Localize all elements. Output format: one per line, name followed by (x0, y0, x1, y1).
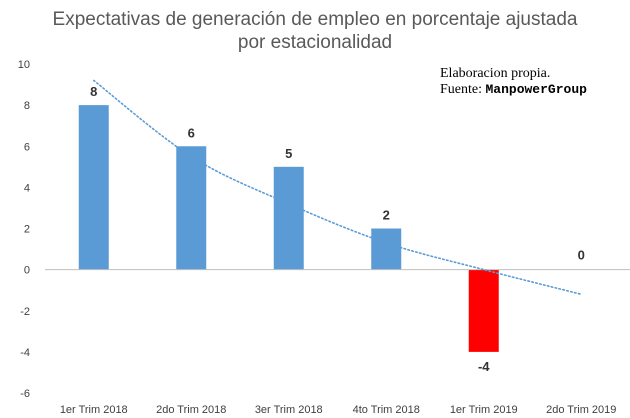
x-tick-label: 2do Trim 2018 (156, 404, 226, 416)
source-brand: ManpowerGroup (485, 82, 587, 97)
y-tick-label: -6 (20, 388, 30, 400)
chart-title-line-1: Expectativas de generación de empleo en … (52, 9, 578, 30)
y-tick-label: 6 (24, 141, 30, 153)
source-note: Elaboracion propia. Fuente: ManpowerGrou… (440, 66, 587, 98)
x-tick-label: 1er Trim 2018 (60, 404, 128, 416)
y-tick-label: -2 (20, 306, 30, 318)
source-note-line-1: Elaboracion propia. (440, 66, 551, 81)
bar (371, 228, 402, 270)
y-tick-label: 0 (24, 265, 30, 277)
data-label: 8 (90, 84, 97, 99)
bar (78, 105, 109, 270)
data-label: -4 (478, 359, 490, 374)
bar (468, 269, 499, 352)
bar (273, 166, 304, 270)
x-tick-label: 1er Trim 2019 (450, 404, 518, 416)
trendline (92, 79, 583, 296)
source-prefix: Fuente: (440, 82, 486, 97)
chart-title: Expectativas de generación de empleo en … (0, 8, 630, 54)
data-label: 6 (188, 125, 195, 140)
data-label: 2 (383, 208, 390, 223)
source-note-line-2: Fuente: ManpowerGroup (440, 82, 587, 98)
data-label: 5 (285, 146, 292, 161)
y-tick-label: -4 (20, 347, 30, 359)
y-tick-label: 4 (24, 182, 30, 194)
y-tick-label: 2 (24, 224, 30, 236)
x-tick-label: 3er Trim 2018 (255, 404, 323, 416)
y-tick-label: 8 (24, 100, 30, 112)
chart-title-line-2: por estacionalidad (237, 32, 393, 53)
x-tick-label: 4to Trim 2018 (353, 404, 420, 416)
bar (176, 146, 207, 270)
y-tick-label: 10 (18, 59, 30, 71)
data-label: 0 (578, 248, 585, 263)
x-tick-label: 2do Trim 2019 (546, 404, 616, 416)
